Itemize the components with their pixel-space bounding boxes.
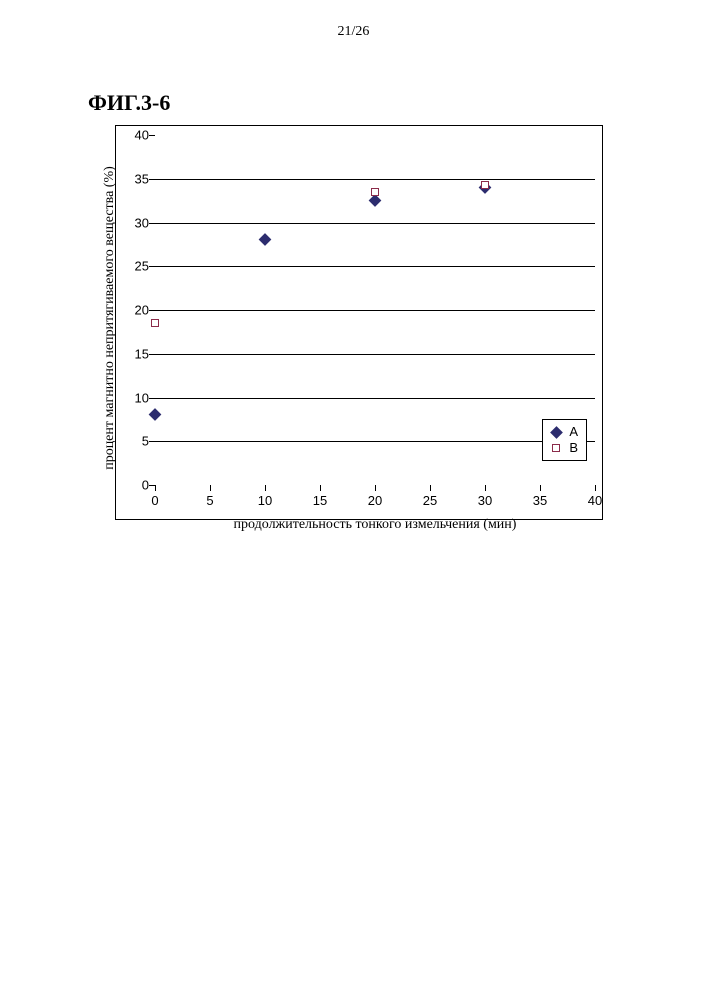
legend-item-B: B	[549, 440, 578, 456]
x-tick	[595, 485, 596, 491]
legend-item-A: A	[549, 424, 578, 440]
y-gridline	[155, 223, 595, 224]
y-tick-label: 30	[135, 215, 149, 230]
y-gridline	[155, 179, 595, 180]
square-marker-icon	[552, 444, 560, 452]
y-gridline	[155, 266, 595, 267]
chart-legend: AB	[542, 419, 587, 461]
page-number: 21/26	[0, 24, 707, 40]
y-tick	[149, 135, 155, 136]
x-tick	[430, 485, 431, 491]
x-tick-label: 10	[258, 493, 272, 508]
x-tick	[155, 485, 156, 491]
y-tick-label: 5	[142, 434, 149, 449]
y-tick	[149, 223, 155, 224]
x-tick	[375, 485, 376, 491]
x-tick-label: 25	[423, 493, 437, 508]
x-tick-label: 40	[588, 493, 602, 508]
x-tick-label: 35	[533, 493, 547, 508]
legend-label: A	[569, 424, 578, 440]
x-tick-label: 0	[151, 493, 158, 508]
data-point-A	[261, 231, 270, 249]
x-axis-title: продолжительность тонкого измельчения (м…	[155, 517, 595, 533]
square-marker-icon	[151, 319, 159, 327]
y-tick-label: 15	[135, 346, 149, 361]
y-tick	[149, 179, 155, 180]
y-axis-title: процент магнитно непритягиваемого вещест…	[102, 143, 118, 493]
x-tick	[210, 485, 211, 491]
y-tick	[149, 354, 155, 355]
y-gridline	[155, 398, 595, 399]
diamond-marker-icon	[149, 408, 162, 421]
y-tick-label: 10	[135, 390, 149, 405]
data-point-B	[481, 176, 489, 194]
square-marker-icon	[371, 188, 379, 196]
x-tick	[540, 485, 541, 491]
y-tick	[149, 398, 155, 399]
diamond-marker-icon	[550, 426, 563, 439]
y-gridline	[155, 354, 595, 355]
x-tick-label: 15	[313, 493, 327, 508]
y-tick	[149, 310, 155, 311]
y-tick-label: 25	[135, 259, 149, 274]
y-tick-label: 40	[135, 128, 149, 143]
figure-title: ФИГ.3-6	[88, 90, 170, 116]
diamond-marker-icon	[259, 233, 272, 246]
y-gridline	[155, 310, 595, 311]
data-point-B	[371, 183, 379, 201]
x-tick	[265, 485, 266, 491]
y-tick	[149, 441, 155, 442]
data-point-B	[151, 314, 159, 332]
x-tick	[485, 485, 486, 491]
y-gridline	[155, 441, 595, 442]
y-tick-label: 35	[135, 171, 149, 186]
chart-plot-area: 05101520253035400510152025303540AB	[155, 135, 595, 485]
x-tick-label: 30	[478, 493, 492, 508]
x-tick	[320, 485, 321, 491]
y-tick	[149, 266, 155, 267]
data-point-A	[151, 406, 160, 424]
y-tick-label: 20	[135, 303, 149, 318]
x-tick-label: 20	[368, 493, 382, 508]
x-tick-label: 5	[206, 493, 213, 508]
y-tick-label: 0	[142, 478, 149, 493]
legend-label: B	[569, 440, 578, 456]
square-marker-icon	[481, 181, 489, 189]
